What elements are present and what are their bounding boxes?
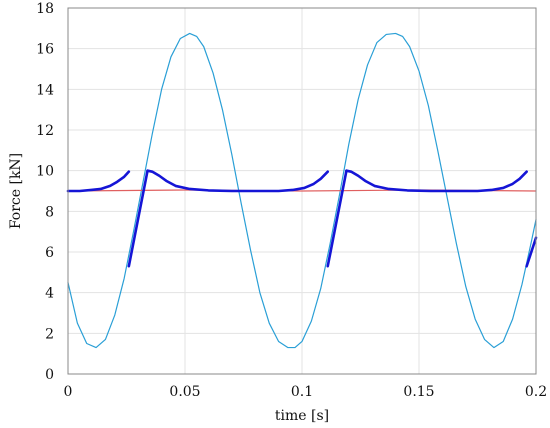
series-0-line	[67, 32, 537, 349]
series-2-line-segment-0	[66, 170, 131, 193]
series-2-line-segment-2	[146, 169, 330, 193]
series-2-line-segment-1	[127, 169, 149, 268]
y-tick-label: 6	[45, 245, 54, 261]
x-tick-label: 0.15	[403, 384, 434, 400]
plot-frame	[67, 7, 537, 375]
y-tick-label: 16	[36, 42, 54, 58]
series-2-line-segment-4	[345, 169, 528, 193]
x-tick-label: 0.1	[291, 384, 313, 400]
y-tick-label: 14	[36, 82, 54, 98]
y-tick-label: 4	[45, 286, 54, 302]
y-tick-label: 0	[45, 367, 54, 383]
x-axis-title: time [s]	[275, 408, 329, 424]
x-tick-label: 0	[64, 384, 73, 400]
y-tick-label: 18	[36, 1, 54, 17]
tick-labels: 0 0.05 0.1 0.15 0.2 0 2 4 6 8 10 12 14 16 18	[36, 1, 547, 400]
x-tick-label: 0.05	[169, 384, 200, 400]
y-axis-title: Force [kN]	[8, 153, 24, 229]
y-tick-label: 12	[36, 123, 54, 139]
y-tick-label: 2	[45, 326, 54, 342]
y-tick-label: 10	[36, 164, 54, 180]
x-tick-label: 0.2	[525, 384, 547, 400]
series-2-line-segment-5	[525, 236, 538, 268]
y-tick-label: 8	[45, 204, 54, 220]
series-layer	[66, 32, 538, 349]
series-2-line-segment-3	[326, 169, 348, 268]
